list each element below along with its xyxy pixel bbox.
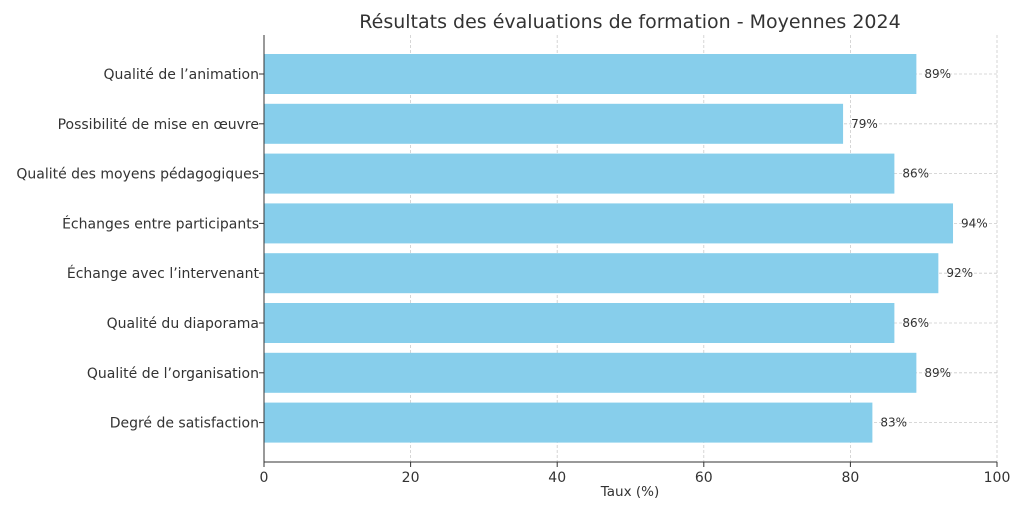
bar-value-label: 89% <box>924 366 951 380</box>
bars <box>264 54 954 443</box>
grid-lines <box>263 35 998 462</box>
bar-value-label: 89% <box>924 67 951 81</box>
x-tick-label: 40 <box>548 470 566 486</box>
bar-value-label: 86% <box>902 167 929 181</box>
axes <box>259 35 998 467</box>
category-label: Échanges entre participants <box>62 215 259 232</box>
category-labels: Qualité de l’animation Possibilité de mis… <box>16 67 259 432</box>
category-label: Qualité des moyens pédagogiques <box>16 167 259 183</box>
category-label: Échange avec l’intervenant <box>67 265 260 282</box>
bar <box>264 103 844 144</box>
bar-value-label: 94% <box>961 216 988 230</box>
bar <box>264 54 917 94</box>
x-tick-labels: 0 20 40 60 80 100 <box>260 470 1011 486</box>
value-labels: 89% 79% 86% 94% 92% 86% 89% 83% <box>851 67 988 430</box>
bar <box>264 203 954 244</box>
x-axis-label: Taux (%) <box>600 484 659 500</box>
category-label: Qualité de l’animation <box>104 67 259 83</box>
x-tick-label: 60 <box>695 470 713 486</box>
chart-title: Résultats des évaluations de formation -… <box>359 11 900 33</box>
bar <box>264 153 895 194</box>
x-tick-label: 100 <box>984 470 1011 486</box>
category-label: Qualité de l’organisation <box>87 366 259 382</box>
x-tick-label: 80 <box>841 470 859 486</box>
bar-value-label: 83% <box>880 416 907 430</box>
bar-value-label: 79% <box>851 117 878 131</box>
bar <box>264 402 873 443</box>
bar <box>264 352 917 393</box>
bar-value-label: 86% <box>902 316 929 330</box>
category-label: Qualité du diaporama <box>107 316 259 332</box>
bar <box>264 253 939 294</box>
x-tick-label: 0 <box>260 470 269 486</box>
bar-value-label: 92% <box>946 266 973 280</box>
category-label: Degré de satisfaction <box>110 416 259 432</box>
x-tick-label: 20 <box>402 470 420 486</box>
bar <box>264 303 895 343</box>
category-label: Possibilité de mise en œuvre <box>58 117 259 133</box>
